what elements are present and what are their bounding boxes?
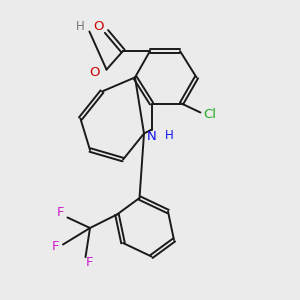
Text: Cl: Cl xyxy=(203,107,217,121)
Text: F: F xyxy=(57,206,65,220)
Text: F: F xyxy=(85,256,93,269)
Text: O: O xyxy=(89,66,100,79)
Text: H: H xyxy=(164,129,173,142)
Text: F: F xyxy=(52,239,59,253)
Text: H: H xyxy=(76,20,85,33)
Text: O: O xyxy=(94,20,104,34)
Text: N: N xyxy=(147,130,156,143)
